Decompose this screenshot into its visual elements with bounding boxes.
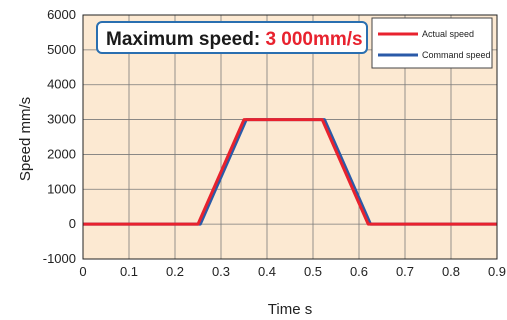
x-tick-label: 0.6 (350, 264, 368, 279)
y-tick-label: 2000 (47, 146, 76, 161)
x-axis-title: Time s (268, 301, 312, 318)
x-tick-label: 0.7 (396, 264, 414, 279)
annotation-text: Maximum speed: 3 000mm/s (106, 29, 363, 50)
y-tick-label: 3000 (47, 112, 76, 127)
y-tick-labels: -1000 0 1000 2000 3000 4000 5000 6000 (43, 7, 76, 266)
annotation-value: 3 000mm/s (265, 29, 362, 50)
plot-border (82, 14, 498, 260)
legend-label-command-speed: Command speed (422, 50, 491, 60)
y-tick-label: 1000 (47, 181, 76, 196)
legend-label-actual-speed: Actual speed (422, 29, 474, 39)
x-tick-label: 0.2 (166, 264, 184, 279)
y-tick-label: 4000 (47, 77, 76, 92)
x-tick-label: 0 (79, 264, 86, 279)
legend-box (371, 17, 493, 69)
x-tick-label: 0.9 (488, 264, 506, 279)
x-tick-label: 0.3 (212, 264, 230, 279)
x-tick-label: 0.4 (258, 264, 276, 279)
y-tick-label: -1000 (43, 251, 76, 266)
series-lines (83, 118, 497, 226)
x-tick-label: 0.8 (442, 264, 460, 279)
x-tick-label: 0.5 (304, 264, 322, 279)
annotation-box (96, 21, 368, 54)
y-tick-label: 6000 (47, 7, 76, 22)
y-axis-title: Speed mm/s (17, 97, 34, 181)
y-tick-label: 5000 (47, 42, 76, 57)
x-tick-label: 0.1 (120, 264, 138, 279)
y-tick-label: 0 (69, 216, 76, 231)
x-tick-labels: 0 0.1 0.2 0.3 0.4 0.5 0.6 0.7 0.8 0.9 (79, 264, 506, 279)
annotation-label: Maximum speed: (106, 29, 265, 50)
actual-speed-line (83, 118, 497, 226)
